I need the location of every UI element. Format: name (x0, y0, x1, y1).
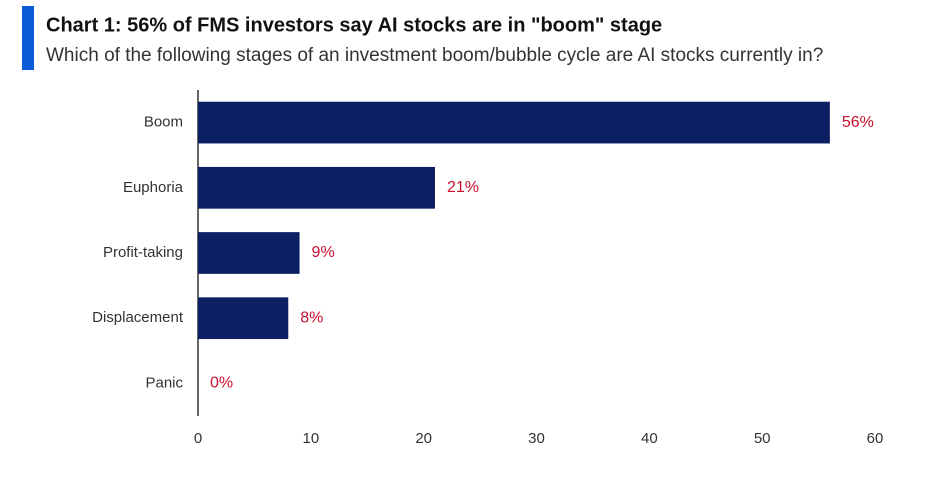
y-tick-label: Displacement (92, 309, 184, 326)
value-label: 9% (312, 244, 335, 261)
bar (198, 166, 435, 209)
y-tick-label: Profit-taking (103, 244, 183, 261)
x-tick-label: 50 (754, 430, 771, 447)
x-tick-label: 40 (641, 430, 658, 447)
value-label: 0% (210, 375, 233, 392)
value-label: 56% (842, 114, 874, 131)
x-tick-label: 30 (528, 430, 545, 447)
y-tick-label: Boom (144, 114, 183, 131)
chart-subtitle: Which of the following stages of an inve… (46, 45, 823, 66)
x-tick-label: 10 (302, 430, 319, 447)
value-label: 21% (447, 179, 479, 196)
title-accent (22, 6, 34, 70)
x-tick-label: 20 (415, 430, 432, 447)
bar (198, 297, 289, 340)
bar (198, 232, 300, 274)
x-tick-label: 0 (194, 430, 202, 447)
x-tick-label: 60 (867, 430, 884, 447)
chart-title: Chart 1: 56% of FMS investors say AI sto… (46, 14, 662, 36)
y-tick-label: Euphoria (123, 179, 184, 196)
bar (198, 101, 830, 144)
value-label: 8% (300, 309, 323, 326)
y-tick-label: Panic (145, 374, 183, 391)
